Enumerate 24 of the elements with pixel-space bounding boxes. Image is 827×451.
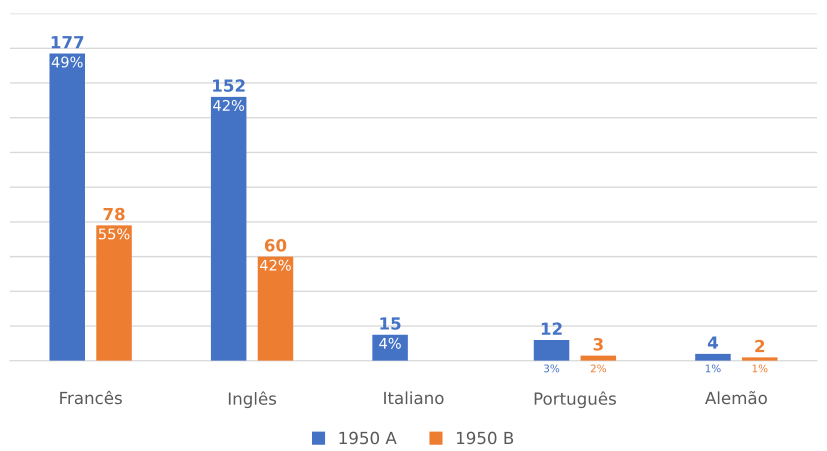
legend-label: 1950 B [456,432,514,444]
bar [49,53,85,361]
x-tick-label: Português [534,391,616,408]
data-label: 15 4% [379,317,401,349]
data-label: 3 2% [590,338,606,372]
bar [258,256,294,361]
bar [372,334,408,361]
text: 12 3% [542,322,562,372]
legend-label: 1950 A [340,432,397,444]
data-label: 177 49% [52,36,84,68]
x-tick-label: Francês [60,390,122,404]
bar [534,340,570,361]
bar [210,96,246,361]
data-label: 78 55% [98,208,130,240]
data-label: 152 42% [213,79,245,111]
x-tick-label: Inglês [228,391,276,408]
data-label: 2 1% [752,340,768,372]
bar [580,356,616,361]
data-label: 4 1% [706,336,721,372]
data-label: 60 42% [260,239,291,271]
x-tick-label: Alemão [705,391,767,404]
x-tick-label: Italiano [384,391,444,404]
bar [695,354,731,361]
bar [96,225,132,361]
